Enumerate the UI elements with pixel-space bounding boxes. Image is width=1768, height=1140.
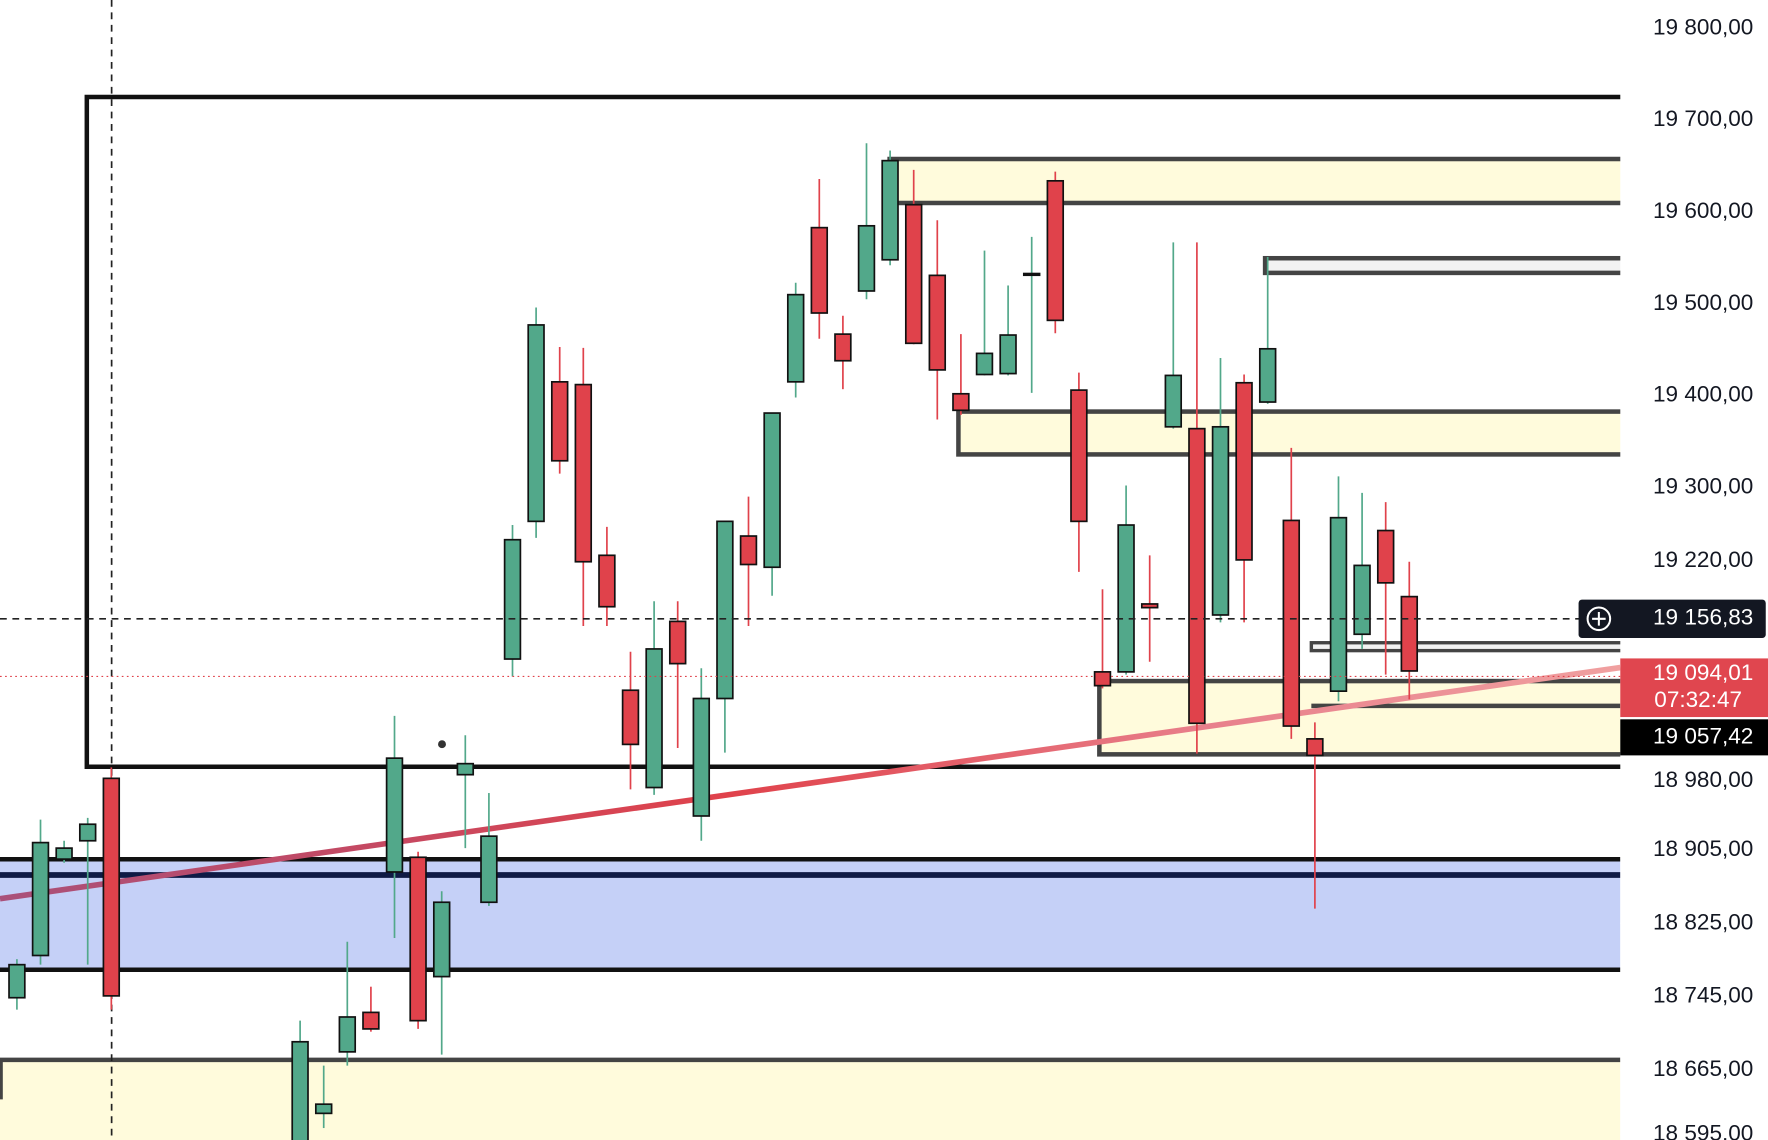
marker-dot: [438, 740, 446, 749]
y-tick-label: 19 300,00: [1653, 473, 1753, 498]
candle-body: [668, 620, 687, 665]
candle-body: [574, 383, 593, 563]
candle-body: [1376, 529, 1395, 584]
y-tick-label: 18 825,00: [1653, 909, 1753, 934]
y-tick-label: 19 400,00: [1653, 382, 1753, 407]
candle-body: [621, 689, 640, 746]
candle-body: [1235, 381, 1253, 561]
candle-body: [55, 847, 73, 860]
candle-body: [1140, 603, 1159, 609]
y-tick-label: 19 220,00: [1653, 547, 1753, 572]
add-alert-icon: [1586, 606, 1612, 632]
candle-body: [409, 856, 427, 1022]
candle-body: [1117, 524, 1135, 673]
crosshair-price-label: 19 156,83: [1653, 605, 1753, 630]
candle-body: [881, 159, 899, 261]
candle-body: [432, 901, 451, 978]
candle-body: [1070, 389, 1088, 523]
y-tick-label: 18 905,00: [1653, 836, 1753, 861]
candle-body: [857, 224, 876, 292]
zone-box: [1309, 641, 1641, 653]
marked-price-label: 19 057,42: [1653, 723, 1753, 748]
candle-body: [550, 380, 569, 462]
y-tick-label: 19 600,00: [1653, 198, 1753, 223]
marked-price-box: [1620, 719, 1768, 756]
candle-body: [763, 412, 781, 569]
candle-body: [456, 762, 475, 776]
crosshair-price-box: [1578, 599, 1766, 638]
candle-body: [1329, 516, 1348, 693]
candle-body: [975, 352, 994, 376]
last-price-box: [1620, 658, 1768, 718]
candle-body: [1188, 427, 1206, 725]
candle-body: [834, 333, 852, 362]
candle-body: [291, 1040, 309, 1140]
overlay: [0, 617, 1621, 678]
y-tick-label: 19 800,00: [1653, 14, 1753, 39]
trend-line: [0, 664, 1621, 902]
demand-zone: [0, 1059, 1621, 1140]
candle-body: [1306, 738, 1324, 757]
candle-body: [1093, 671, 1112, 687]
candle-body: [786, 293, 805, 383]
candle-body: [31, 841, 50, 957]
candle-body: [385, 757, 404, 873]
candle-body: [1211, 425, 1230, 616]
y-tick-label: 18 745,00: [1653, 983, 1753, 1008]
price-axis: [1620, 0, 1768, 1140]
candle-body: [598, 554, 616, 608]
demand-zone: [1097, 678, 1638, 757]
y-tick-label: 18 665,00: [1653, 1056, 1753, 1081]
candle-body: [503, 538, 522, 660]
candle-body: [1353, 564, 1371, 636]
supply-zone: [956, 409, 1638, 457]
candle-body: [999, 334, 1017, 375]
candle-body: [8, 963, 26, 999]
candle-body: [527, 324, 545, 523]
candle-body: [810, 226, 829, 314]
y-tick-label: 18 980,00: [1653, 767, 1753, 792]
last-price-label: 19 094,01: [1653, 660, 1753, 685]
supply-zone: [887, 156, 1637, 206]
candle-body: [1164, 374, 1183, 428]
candle-body: [928, 274, 947, 371]
candle-body: [1258, 347, 1277, 403]
candles: [8, 143, 1419, 1140]
candle-body: [1282, 519, 1301, 727]
candle-body: [904, 203, 923, 345]
candle-body: [739, 535, 758, 566]
add-alert-icon: [1592, 612, 1606, 626]
candle-body: [102, 777, 121, 997]
candle-body: [1022, 272, 1041, 277]
y-tick-label: 19 500,00: [1653, 290, 1753, 315]
supply-zone: [1262, 255, 1640, 276]
candle-body: [338, 1016, 357, 1053]
candle-body: [1400, 595, 1419, 672]
candle-body: [480, 835, 498, 904]
countdown-label: 07:32:47: [1654, 687, 1742, 712]
candle-body: [1046, 179, 1065, 322]
candle-body: [78, 823, 97, 842]
candle-body: [716, 520, 734, 700]
axis: 19 800,00 19 700,00 19 600,00 19 500,00 19 4…: [1620, 14, 1753, 1140]
candle-body: [362, 1011, 380, 1030]
drawings: [0, 0, 1646, 1140]
candle-body: [692, 697, 711, 817]
candle-body: [952, 392, 970, 412]
candle-body: [645, 648, 663, 789]
candle-body: [314, 1103, 333, 1115]
y-tick-label: 19 700,00: [1653, 106, 1753, 131]
y-tick-label: 18 595,00: [1653, 1120, 1753, 1140]
